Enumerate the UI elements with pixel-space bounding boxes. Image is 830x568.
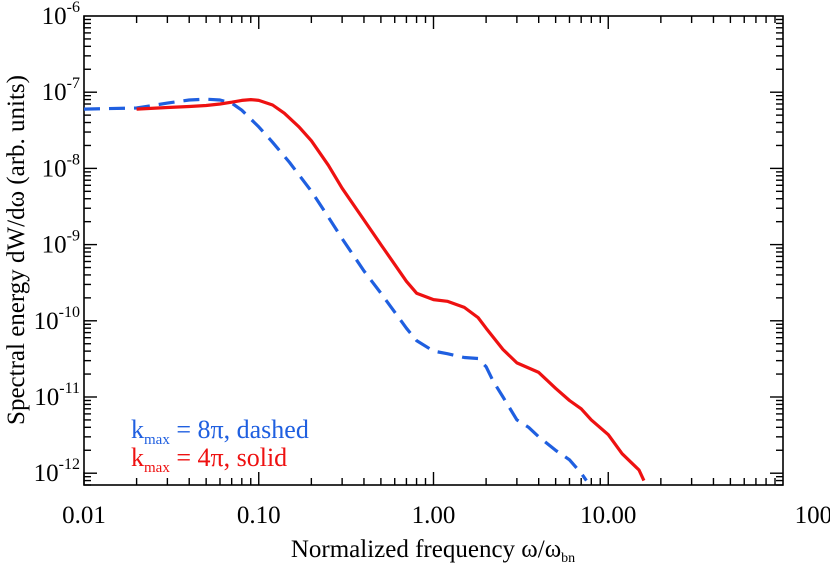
series-line-dashed xyxy=(84,97,588,482)
legend-entry-solid: kmax = 4π, solid xyxy=(131,443,287,476)
legend-entry-dashed: kmax = 8π, dashed xyxy=(131,415,309,448)
y-tick-label: 10-12 xyxy=(34,456,80,487)
x-tick-label: 0.10 xyxy=(237,502,281,529)
x-tick-label: 100.00 xyxy=(795,502,830,529)
y-tick-label: 10-9 xyxy=(42,228,80,259)
legend: kmax = 8π, dashed kmax = 4π, solid xyxy=(131,415,309,476)
y-tick-label: 10-7 xyxy=(42,75,80,106)
y-tick-label: 10-6 xyxy=(42,0,80,30)
y-tick-label: 10-11 xyxy=(34,380,80,411)
y-tick-label: 10-10 xyxy=(34,304,80,335)
series-line-solid xyxy=(136,98,646,482)
axis-ticks xyxy=(83,16,783,486)
x-tick-label: 0.01 xyxy=(62,502,106,529)
x-axis-title: Normalized frequency ω/ωbn xyxy=(291,536,575,566)
series-layer xyxy=(84,97,646,482)
axis-tick-labels: 0.01 0.10 1.00 10.00 100.00 10-6 10-7 10-8 10-9 1… xyxy=(34,0,830,529)
x-tick-label: 10.00 xyxy=(580,502,636,529)
y-axis-title: Spectral energy dW/dω (arb. units) xyxy=(3,75,30,425)
y-tick-label: 10-8 xyxy=(42,151,80,182)
x-tick-label: 1.00 xyxy=(412,502,456,529)
